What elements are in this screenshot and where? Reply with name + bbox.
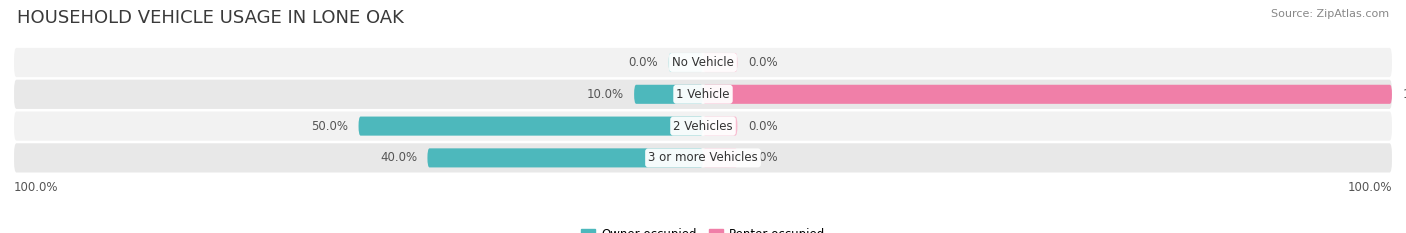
FancyBboxPatch shape	[14, 143, 1392, 172]
Text: 0.0%: 0.0%	[628, 56, 658, 69]
Text: 0.0%: 0.0%	[748, 56, 778, 69]
Legend: Owner-occupied, Renter-occupied: Owner-occupied, Renter-occupied	[576, 224, 830, 233]
FancyBboxPatch shape	[14, 80, 1392, 109]
Text: No Vehicle: No Vehicle	[672, 56, 734, 69]
FancyBboxPatch shape	[669, 53, 703, 72]
Text: 0.0%: 0.0%	[748, 151, 778, 164]
Text: 0.0%: 0.0%	[748, 120, 778, 133]
Text: 50.0%: 50.0%	[311, 120, 349, 133]
Text: 1 Vehicle: 1 Vehicle	[676, 88, 730, 101]
FancyBboxPatch shape	[703, 53, 738, 72]
Text: 3 or more Vehicles: 3 or more Vehicles	[648, 151, 758, 164]
FancyBboxPatch shape	[359, 116, 703, 136]
Text: 100.0%: 100.0%	[1347, 181, 1392, 194]
Text: 10.0%: 10.0%	[586, 88, 624, 101]
FancyBboxPatch shape	[703, 85, 1392, 104]
Text: HOUSEHOLD VEHICLE USAGE IN LONE OAK: HOUSEHOLD VEHICLE USAGE IN LONE OAK	[17, 9, 404, 27]
Text: 100.0%: 100.0%	[14, 181, 59, 194]
FancyBboxPatch shape	[703, 148, 738, 168]
Text: 100.0%: 100.0%	[1402, 88, 1406, 101]
FancyBboxPatch shape	[703, 116, 738, 136]
FancyBboxPatch shape	[14, 111, 1392, 141]
FancyBboxPatch shape	[427, 148, 703, 168]
Text: 2 Vehicles: 2 Vehicles	[673, 120, 733, 133]
FancyBboxPatch shape	[634, 85, 703, 104]
Text: Source: ZipAtlas.com: Source: ZipAtlas.com	[1271, 9, 1389, 19]
FancyBboxPatch shape	[14, 48, 1392, 77]
Text: 40.0%: 40.0%	[380, 151, 418, 164]
